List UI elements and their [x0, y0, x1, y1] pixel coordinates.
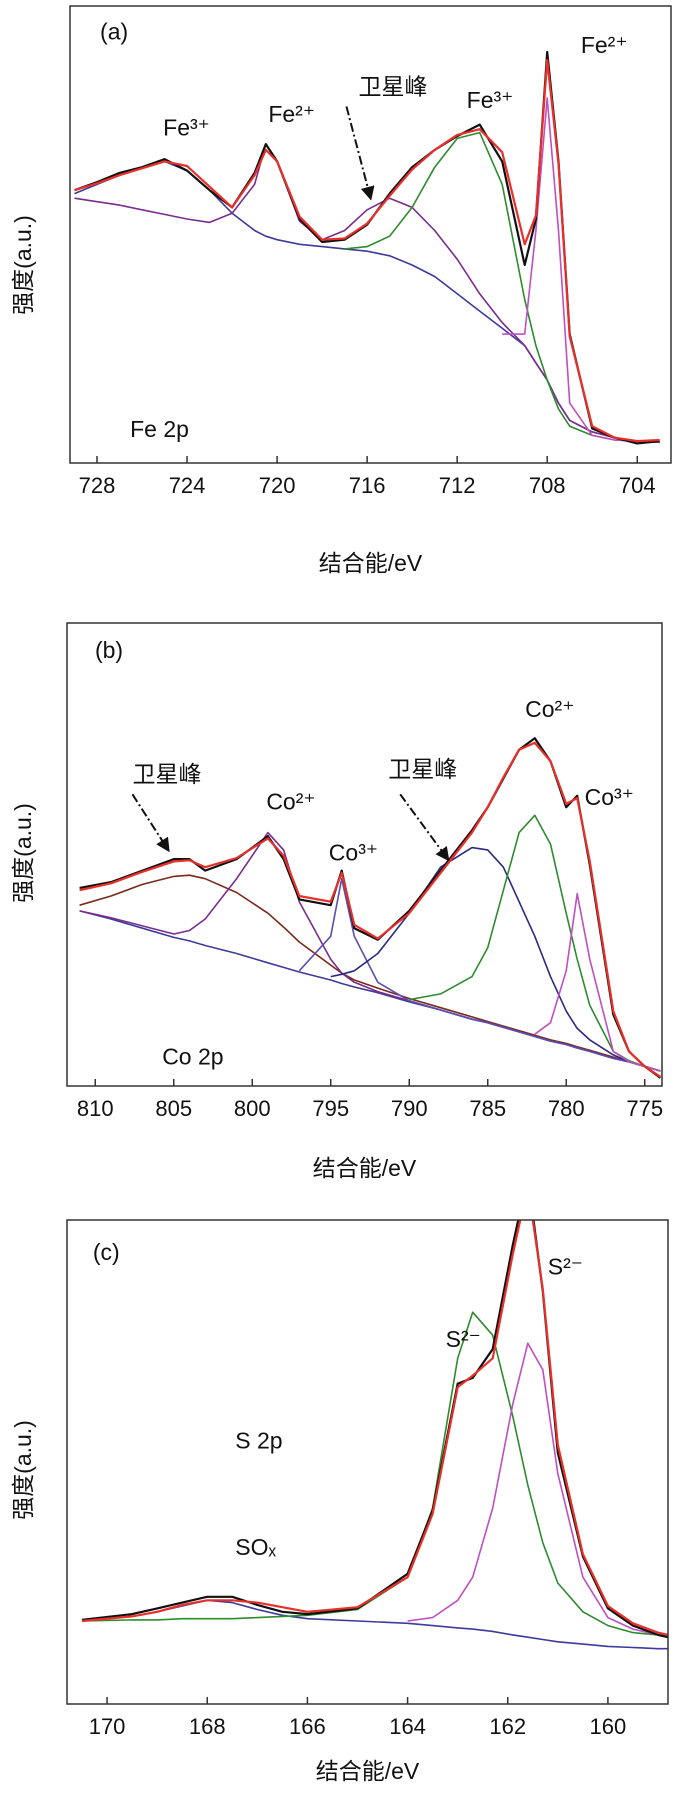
plot-area	[81, 1220, 668, 1650]
annotation: Fe²⁺	[268, 101, 315, 127]
x-tick-label: 166	[289, 1714, 326, 1739]
spectrum-line	[74, 143, 660, 444]
x-tick-label: 795	[312, 1096, 349, 1121]
annotation: S 2p	[235, 1428, 282, 1454]
x-tick-label: 780	[548, 1096, 585, 1121]
spectrum-line	[74, 160, 660, 444]
plot-frame	[66, 622, 663, 1087]
x-tick-label: 716	[349, 473, 386, 498]
plot-area	[79, 737, 662, 1079]
annotation: Co²⁺	[525, 696, 574, 722]
annotation: Fe³⁺	[163, 114, 210, 140]
spectrum-line	[79, 874, 661, 1072]
annotation: (a)	[100, 18, 128, 44]
spectrum-line	[344, 131, 660, 444]
annotation: Fe³⁺	[467, 87, 514, 113]
spectrum-line	[407, 1342, 668, 1638]
spectrum-line	[74, 59, 660, 443]
annotation-arrow	[345, 106, 375, 201]
spectrum-line	[74, 50, 660, 445]
x-tick-label: 712	[439, 473, 476, 498]
spectrum-line	[502, 97, 660, 444]
spectrum-line	[330, 846, 661, 1072]
annotation: Fe²⁺	[581, 32, 628, 58]
x-axis-label: 结合能/eV	[319, 550, 423, 576]
annotation: SOₓ	[235, 1534, 276, 1560]
spectrum-line	[298, 877, 661, 1072]
x-tick-label: 810	[77, 1096, 114, 1121]
annotation-arrow	[131, 793, 170, 853]
x-axis-label: 结合能/eV	[313, 1155, 417, 1181]
x-tick-label: 168	[189, 1714, 226, 1739]
y-axis-label: 强度(a.u.)	[10, 803, 36, 903]
spectrum-line	[81, 1220, 668, 1636]
y-axis-label: 强度(a.u.)	[10, 1420, 36, 1520]
x-tick-label: 720	[259, 473, 296, 498]
annotation: S²⁻	[548, 1253, 583, 1279]
annotation: S²⁻	[446, 1326, 481, 1352]
annotation: Co³⁺	[585, 784, 634, 810]
annotation: (c)	[93, 1239, 120, 1265]
annotation: 卫星峰	[358, 73, 427, 99]
annotation-arrow	[399, 793, 450, 862]
plot-area	[74, 50, 660, 445]
spectrum-line	[79, 737, 662, 1079]
x-tick-label: 164	[389, 1714, 426, 1739]
plot-frame	[66, 1219, 669, 1705]
x-tick-label: 724	[169, 473, 206, 498]
x-tick-label: 790	[391, 1096, 428, 1121]
annotation: (b)	[95, 637, 123, 663]
x-tick-label: 162	[489, 1714, 526, 1739]
annotation: Co³⁺	[329, 840, 378, 866]
x-tick-label: 800	[234, 1096, 271, 1121]
y-axis-label: 强度(a.u.)	[10, 215, 36, 315]
annotation: Fe 2p	[130, 416, 189, 442]
x-tick-label: 728	[79, 473, 116, 498]
spectrum-line	[79, 741, 662, 1078]
x-tick-label: 708	[529, 473, 566, 498]
annotation: 卫星峰	[132, 761, 201, 787]
annotation: Co²⁺	[266, 789, 315, 815]
x-tick-label: 805	[155, 1096, 192, 1121]
x-tick-label: 775	[626, 1096, 663, 1121]
annotation: Co 2p	[162, 1043, 223, 1069]
spectrum-line	[81, 1311, 668, 1636]
spectrum-line	[79, 831, 661, 1072]
annotation: 卫星峰	[388, 756, 457, 782]
x-tick-label: 170	[89, 1714, 126, 1739]
x-tick-label: 785	[469, 1096, 506, 1121]
x-tick-label: 704	[619, 473, 656, 498]
x-axis-label: 结合能/eV	[316, 1758, 420, 1784]
plot-frame	[69, 5, 672, 464]
spectrum-line	[534, 892, 661, 1072]
x-tick-label: 160	[590, 1714, 627, 1739]
